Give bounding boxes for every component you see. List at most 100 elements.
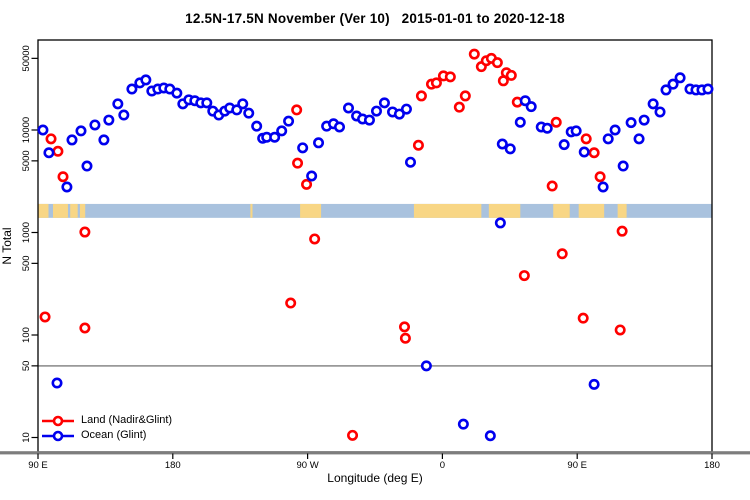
data-point-ocean	[283, 115, 295, 127]
data-point-ocean	[602, 133, 614, 145]
x-tick-label: 90 E	[28, 460, 48, 471]
data-point-land	[550, 116, 562, 128]
data-point-ocean	[660, 84, 672, 96]
data-point-ocean	[617, 160, 629, 172]
data-point-ocean	[43, 147, 55, 159]
data-point-ocean	[558, 139, 570, 151]
data-point-land	[453, 101, 465, 113]
data-point-ocean	[609, 124, 621, 136]
data-point-ocean	[231, 104, 243, 116]
data-point-ocean	[98, 134, 110, 146]
x-tick-label: 90 W	[297, 460, 319, 471]
data-point-land	[594, 171, 606, 183]
x-tick-label: 180	[165, 460, 181, 471]
data-point-ocean	[378, 97, 390, 109]
map-band-land	[70, 203, 78, 218]
data-point-ocean	[269, 131, 281, 143]
data-point-ocean	[484, 430, 496, 442]
data-point-ocean	[243, 107, 255, 119]
x-axis-baseline	[0, 451, 750, 455]
y-tick-label: 50000	[21, 45, 32, 71]
data-point-land	[580, 133, 592, 145]
data-point-ocean	[638, 114, 650, 126]
data-point-land	[415, 90, 427, 102]
data-point-ocean	[674, 72, 686, 84]
data-point-land	[292, 157, 304, 169]
map-band-land	[488, 203, 521, 218]
data-point-ocean	[625, 117, 637, 129]
data-point-ocean	[525, 101, 537, 113]
map-band-land	[617, 203, 627, 218]
data-point-land	[577, 312, 589, 324]
data-point-land	[309, 233, 321, 245]
data-point-land	[546, 180, 558, 192]
data-point-land	[301, 178, 313, 190]
data-point-ocean	[588, 378, 600, 390]
data-point-land	[399, 332, 411, 344]
data-point-ocean	[578, 146, 590, 158]
map-band-land	[250, 203, 253, 218]
data-point-ocean	[633, 133, 645, 145]
data-point-land	[616, 225, 628, 237]
data-point-ocean	[404, 156, 416, 168]
y-tick-label: 10000	[21, 117, 32, 143]
data-point-ocean	[667, 78, 679, 90]
y-tick-label: 500	[21, 255, 32, 271]
data-point-ocean	[51, 377, 63, 389]
data-point-ocean	[541, 122, 553, 134]
legend-symbol-ocean	[42, 430, 74, 441]
data-point-ocean	[496, 138, 508, 150]
data-point-ocean	[297, 142, 309, 154]
data-point-ocean	[112, 98, 124, 110]
data-point-land	[614, 324, 626, 336]
data-point-land	[52, 145, 64, 157]
legend-label-ocean: Ocean (Glint)	[81, 429, 147, 441]
map-band-ocean	[38, 203, 712, 218]
data-point-ocean	[237, 98, 249, 110]
data-point-ocean	[334, 121, 346, 133]
data-point-land	[39, 311, 51, 323]
data-point-ocean	[342, 102, 354, 114]
data-point-ocean	[37, 124, 49, 136]
data-point-ocean	[654, 106, 666, 118]
data-point-ocean	[570, 125, 582, 137]
data-point-land	[347, 429, 359, 441]
map-band-land	[79, 203, 86, 218]
data-point-ocean	[647, 98, 659, 110]
data-point-ocean	[140, 74, 152, 86]
data-point-land	[57, 171, 69, 183]
data-point-land	[291, 104, 303, 116]
legend-label-land: Land (Nadir&Glint)	[81, 414, 173, 426]
map-band-land	[52, 203, 68, 218]
data-point-ocean	[61, 181, 73, 193]
legend-circle-land-icon	[52, 415, 64, 426]
x-tick-label: 0	[440, 460, 445, 471]
data-point-ocean	[313, 137, 325, 149]
data-point-land	[505, 69, 517, 81]
plot-frame	[37, 39, 713, 453]
data-point-ocean	[370, 105, 382, 117]
data-point-land	[79, 226, 91, 238]
legend-symbol-land	[42, 415, 74, 426]
data-point-land	[588, 147, 600, 159]
data-point-ocean	[81, 160, 93, 172]
data-point-ocean	[66, 134, 78, 146]
data-point-ocean	[89, 119, 101, 131]
data-point-land	[430, 77, 442, 89]
y-tick-label: 5000	[21, 150, 32, 171]
x-axis-label: Longitude (deg E)	[327, 471, 423, 485]
map-band-land	[300, 203, 322, 218]
chart-title: 12.5N-17.5N November (Ver 10) 2015-01-01…	[185, 11, 565, 26]
data-point-ocean	[75, 125, 87, 137]
data-point-ocean	[393, 108, 405, 120]
data-point-land	[444, 71, 456, 83]
data-point-land	[491, 57, 503, 69]
data-point-ocean	[494, 217, 506, 229]
data-point-land	[285, 297, 297, 309]
legend-item-ocean: Ocean (Glint)	[42, 428, 172, 443]
data-point-ocean	[400, 103, 412, 115]
legend: Land (Nadir&Glint) Ocean (Glint)	[42, 413, 172, 443]
map-band-land	[553, 203, 570, 218]
data-point-land	[399, 321, 411, 333]
